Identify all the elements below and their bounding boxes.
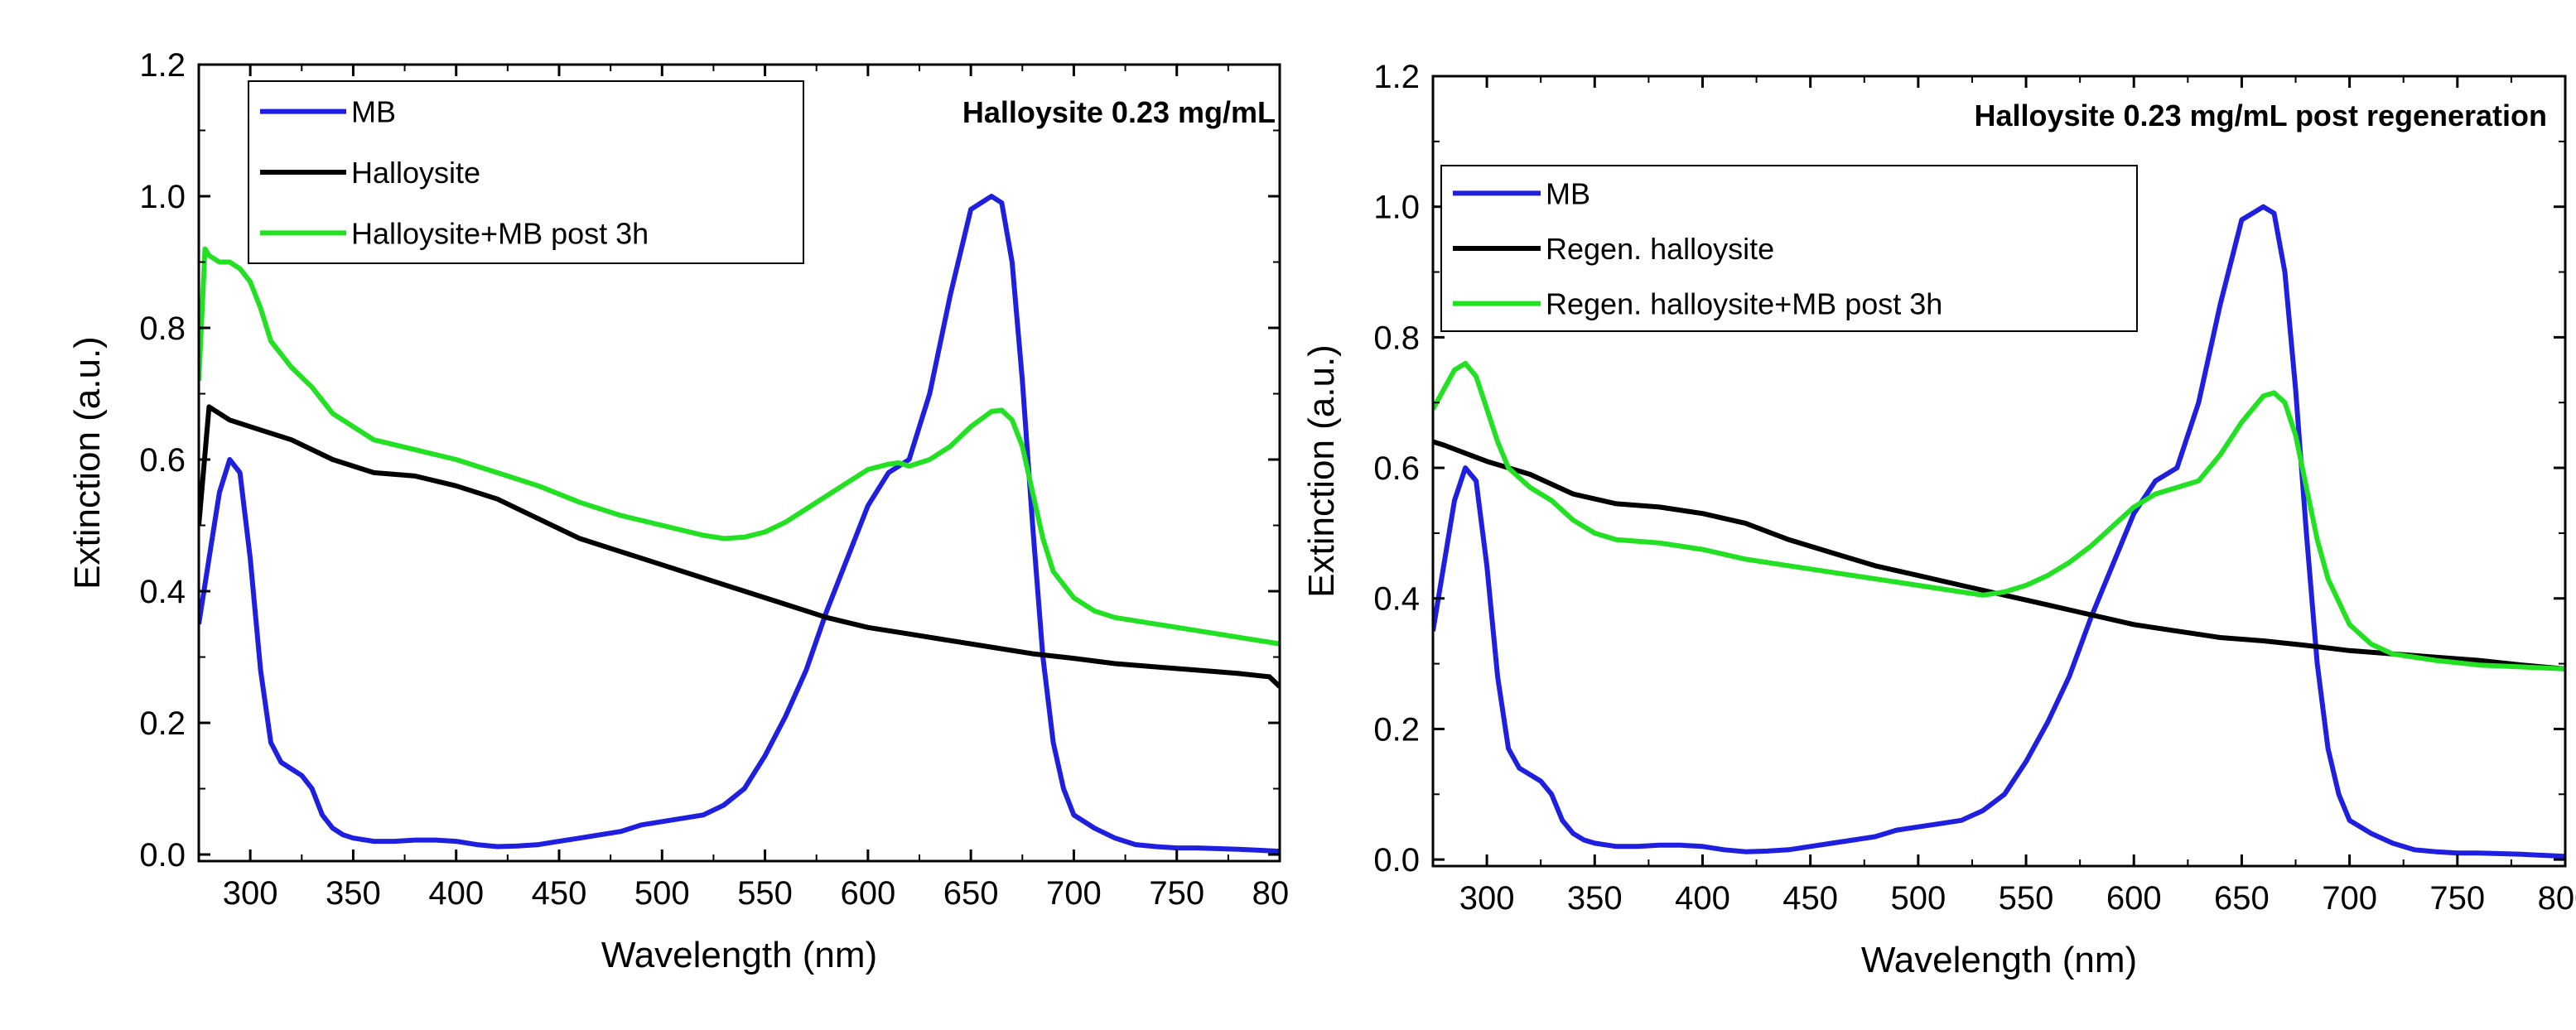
chart-title: Halloysite 0.23 mg/mL post regeneration <box>1974 99 2547 132</box>
y-tick-label: 0.2 <box>1373 711 1420 748</box>
x-tick-label: 500 <box>634 875 690 912</box>
plot-frame <box>197 63 1281 863</box>
x-tick-label: 500 <box>1890 880 1946 917</box>
series-line-halloysite <box>199 404 1280 689</box>
series-line-regen-halloysite <box>1433 439 2565 671</box>
y-tick-label: 0.2 <box>139 705 186 742</box>
series-line-regen-halloysite-mb-post-3h <box>1433 360 2565 671</box>
x-tick-label: 600 <box>840 875 895 912</box>
x-tick-label: 700 <box>2322 880 2377 917</box>
chart-svg: 300 350 400 450 500 550 600 650 700 750 800 0.0 0.2 0… <box>67 47 1288 975</box>
y-tick-label: 0.8 <box>139 310 186 347</box>
y-tick-label: 1.2 <box>1373 59 1420 95</box>
series-line-halloysite-mb-post-3h <box>199 246 1280 647</box>
x-tick-label: 700 <box>1046 875 1102 912</box>
x-tick-label: 800 <box>1252 875 1288 912</box>
x-tick-label: 550 <box>737 875 793 912</box>
x-tick-label: 300 <box>223 875 278 912</box>
legend-label: MB <box>1546 176 1590 210</box>
chart-svg: 300 350 400 450 500 550 600 650 700 750 800 0.0 0.2 0… <box>1301 59 2576 980</box>
y-tick-label: 0.6 <box>139 442 186 479</box>
x-axis-label: Wavelength (nm) <box>601 935 877 975</box>
chart-right: 300 350 400 450 500 550 600 650 700 750 800 0.0 0.2 0… <box>1288 0 2576 1030</box>
plot-frame <box>1431 75 2567 868</box>
y-tick-label: 0.6 <box>1373 450 1420 487</box>
x-tick-label: 450 <box>1782 880 1838 917</box>
legend-label: Regen. halloysite+MB post 3h <box>1546 287 1942 321</box>
x-tick-label: 550 <box>1999 880 2054 917</box>
x-tick-label: 800 <box>2538 880 2576 917</box>
legend-label: Halloysite+MB post 3h <box>351 216 649 250</box>
x-tick-label: 650 <box>2214 880 2270 917</box>
legend-box <box>1440 165 2138 332</box>
series-line-mb <box>1433 204 2565 859</box>
y-tick-label: 0.0 <box>1373 842 1420 878</box>
x-tick-label: 300 <box>1459 880 1515 917</box>
legend-label: MB <box>351 95 396 129</box>
legend-label: Halloysite <box>351 156 480 190</box>
y-tick-label: 0.4 <box>1373 581 1420 618</box>
x-tick-label: 600 <box>2106 880 2162 917</box>
x-tick-label: 350 <box>1567 880 1623 917</box>
legend-label: Regen. halloysite <box>1546 232 1774 266</box>
x-tick-label: 750 <box>1149 875 1204 912</box>
x-tick-label: 450 <box>532 875 587 912</box>
x-tick-label: 400 <box>428 875 484 912</box>
y-tick-label: 0.4 <box>139 574 186 610</box>
x-tick-label: 350 <box>326 875 381 912</box>
chart-title: Halloysite 0.23 mg/mL <box>962 95 1276 129</box>
y-tick-label: 1.2 <box>139 47 186 84</box>
x-tick-label: 750 <box>2429 880 2485 917</box>
x-axis-label: Wavelength (nm) <box>1861 940 2137 980</box>
x-tick-label: 650 <box>943 875 999 912</box>
x-tick-label: 400 <box>1675 880 1730 917</box>
series-line-mb <box>199 194 1280 854</box>
y-tick-label: 1.0 <box>139 179 186 215</box>
y-axis-label: Extinction (a.u.) <box>67 336 108 590</box>
y-axis-label: Extinction (a.u.) <box>1301 344 1342 598</box>
chart-left: 300 350 400 450 500 550 600 650 700 750 800 0.0 0.2 0… <box>67 47 1288 975</box>
y-tick-label: 0.0 <box>139 837 186 874</box>
y-tick-label: 1.0 <box>1373 190 1420 226</box>
y-tick-label: 0.8 <box>1373 320 1420 356</box>
